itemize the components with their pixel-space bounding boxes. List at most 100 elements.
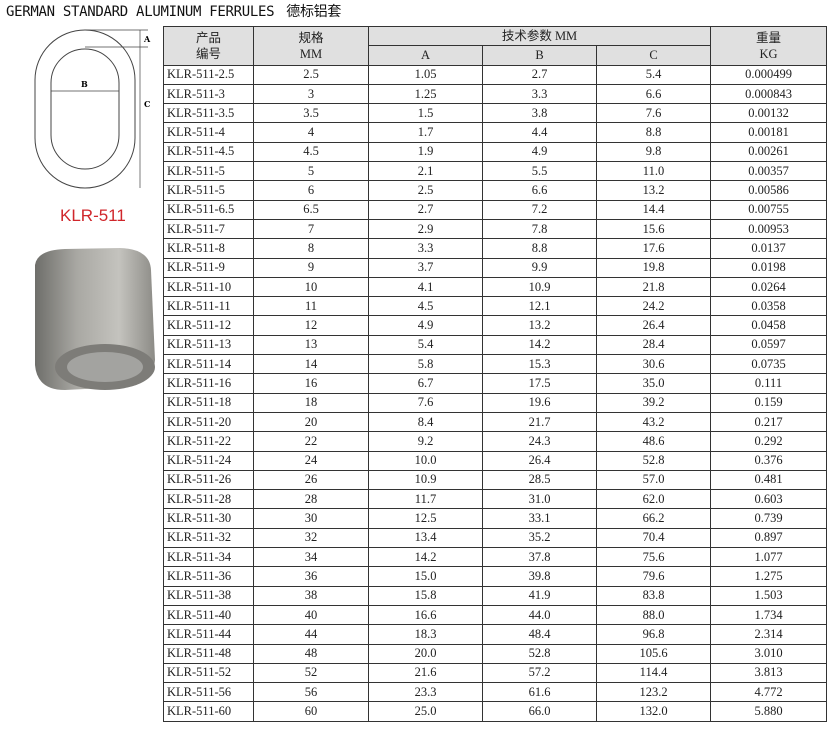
cell-c: 15.6 — [596, 218, 711, 240]
cell-model: KLR-511-5 — [163, 180, 254, 201]
cell-size: 6 — [253, 180, 369, 201]
product-model-label: KLR-511 — [60, 206, 126, 225]
cell-size: 36 — [253, 566, 369, 587]
dim-label-b: B — [81, 79, 88, 89]
cell-weight: 0.000499 — [710, 64, 827, 85]
cell-model: KLR-511-6.5 — [163, 199, 254, 220]
table-row: KLR-511-3 3 1.25 3.3 6.6 0.000843 — [163, 83, 827, 105]
cell-weight: 0.00261 — [710, 141, 827, 163]
header-size: 规格 MM — [253, 26, 369, 66]
cell-a: 15.8 — [368, 585, 483, 606]
cell-size: 22 — [253, 431, 369, 452]
table-row: KLR-511-34 34 14.2 37.8 75.6 1.077 — [163, 547, 827, 568]
cell-model: KLR-511-5 — [163, 161, 254, 182]
cell-model: KLR-511-2.5 — [163, 64, 254, 85]
cell-a: 1.7 — [368, 122, 483, 143]
cell-c: 48.6 — [596, 431, 711, 452]
cell-b: 3.8 — [482, 103, 597, 124]
cell-size: 28 — [253, 489, 369, 510]
table-row: KLR-511-5 6 2.5 6.6 13.2 0.00586 — [163, 180, 827, 201]
cell-b: 44.0 — [482, 604, 597, 626]
table-row: KLR-511-6.5 6.5 2.7 7.2 14.4 0.00755 — [163, 199, 827, 220]
cell-weight: 1.077 — [710, 547, 827, 568]
cell-size: 18 — [253, 392, 369, 413]
cell-c: 5.4 — [596, 64, 711, 85]
cell-model: KLR-511-24 — [163, 450, 254, 471]
cell-b: 57.2 — [482, 662, 597, 684]
cell-model: KLR-511-34 — [163, 547, 254, 568]
cell-b: 7.8 — [482, 218, 597, 240]
cell-b: 35.2 — [482, 527, 597, 549]
cell-a: 7.6 — [368, 392, 483, 413]
ferrule-dimension-diagram: A B C — [34, 29, 151, 189]
cell-size: 44 — [253, 624, 369, 645]
cell-size: 14 — [253, 354, 369, 375]
cell-size: 20 — [253, 411, 369, 433]
cell-weight: 0.00181 — [710, 122, 827, 143]
cell-a: 20.0 — [368, 643, 483, 664]
cell-c: 21.8 — [596, 276, 711, 298]
cell-b: 7.2 — [482, 199, 597, 220]
table-row: KLR-511-56 56 23.3 61.6 123.2 4.772 — [163, 682, 827, 703]
cell-a: 12.5 — [368, 508, 483, 529]
table-row: KLR-511-11 11 4.5 12.1 24.2 0.0358 — [163, 296, 827, 317]
cell-c: 35.0 — [596, 373, 711, 394]
table-row: KLR-511-2.5 2.5 1.05 2.7 5.4 0.000499 — [163, 64, 827, 85]
cell-b: 61.6 — [482, 682, 597, 703]
page-title: GERMAN STANDARD ALUMINUM FERRULES 德标铝套 — [6, 1, 341, 21]
cell-b: 4.9 — [482, 141, 597, 163]
cell-size: 60 — [253, 701, 369, 722]
cell-b: 12.1 — [482, 296, 597, 317]
table-row: KLR-511-60 60 25.0 66.0 132.0 5.880 — [163, 701, 827, 722]
cell-weight: 0.0597 — [710, 334, 827, 356]
table-row: KLR-511-4 4 1.7 4.4 8.8 0.00181 — [163, 122, 827, 143]
table-row: KLR-511-52 52 21.6 57.2 114.4 3.813 — [163, 662, 827, 684]
cell-c: 79.6 — [596, 566, 711, 587]
cell-model: KLR-511-56 — [163, 682, 254, 703]
cell-b: 10.9 — [482, 276, 597, 298]
table-row: KLR-511-24 24 10.0 26.4 52.8 0.376 — [163, 450, 827, 471]
cell-c: 132.0 — [596, 701, 711, 722]
cell-a: 6.7 — [368, 373, 483, 394]
cell-a: 4.1 — [368, 276, 483, 298]
cell-b: 28.5 — [482, 469, 597, 491]
cell-model: KLR-511-60 — [163, 701, 254, 722]
cell-a: 18.3 — [368, 624, 483, 645]
cell-b: 52.8 — [482, 643, 597, 664]
cell-size: 32 — [253, 527, 369, 549]
cell-c: 6.6 — [596, 83, 711, 105]
header-params: 技术参数 MM — [368, 25, 711, 47]
cell-model: KLR-511-52 — [163, 662, 254, 684]
cell-weight: 1.503 — [710, 585, 827, 606]
cell-b: 66.0 — [482, 701, 597, 722]
cell-weight: 0.0198 — [710, 257, 827, 278]
cell-weight: 0.0264 — [710, 276, 827, 298]
cell-b: 6.6 — [482, 180, 597, 201]
cell-b: 5.5 — [482, 161, 597, 182]
cell-model: KLR-511-16 — [163, 373, 254, 394]
cell-b: 19.6 — [482, 392, 597, 413]
header-model: 产品 编号 — [163, 26, 254, 66]
cell-b: 17.5 — [482, 373, 597, 394]
cell-size: 6.5 — [253, 199, 369, 220]
cell-model: KLR-511-40 — [163, 604, 254, 626]
cell-b: 33.1 — [482, 508, 597, 529]
cell-model: KLR-511-22 — [163, 431, 254, 452]
cell-model: KLR-511-48 — [163, 643, 254, 664]
cell-a: 4.9 — [368, 315, 483, 336]
cell-model: KLR-511-28 — [163, 489, 254, 510]
cell-a: 13.4 — [368, 527, 483, 549]
cell-c: 9.8 — [596, 141, 711, 163]
cell-b: 48.4 — [482, 624, 597, 645]
cell-a: 10.0 — [368, 450, 483, 471]
cell-model: KLR-511-36 — [163, 566, 254, 587]
cell-a: 3.3 — [368, 238, 483, 259]
cell-c: 70.4 — [596, 527, 711, 549]
cell-weight: 1.734 — [710, 604, 827, 626]
cell-model: KLR-511-3.5 — [163, 103, 254, 124]
cell-a: 8.4 — [368, 411, 483, 433]
cell-a: 25.0 — [368, 701, 483, 722]
cell-c: 96.8 — [596, 624, 711, 645]
cell-c: 30.6 — [596, 354, 711, 375]
cell-size: 38 — [253, 585, 369, 606]
